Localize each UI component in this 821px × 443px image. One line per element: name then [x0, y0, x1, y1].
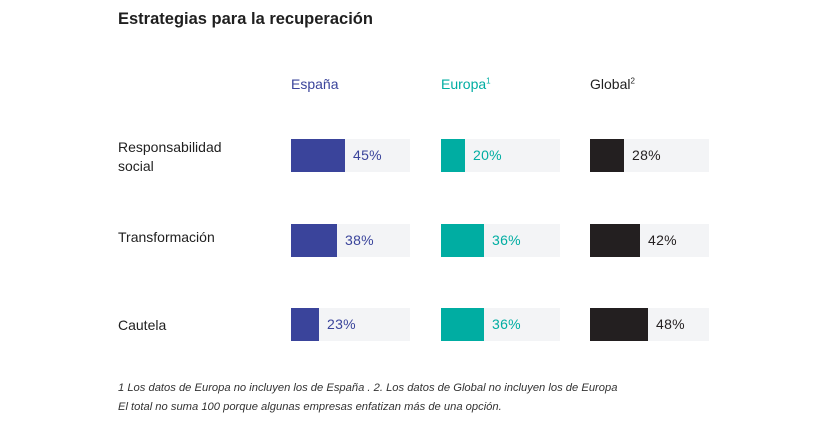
chart-title: Estrategias para la recuperación — [118, 10, 373, 28]
data-label: 28% — [632, 147, 661, 163]
category-label-1: Transformación — [118, 229, 215, 245]
data-label: 20% — [473, 147, 502, 163]
bar-track: 23% — [291, 308, 410, 341]
bar-0-2 — [291, 308, 319, 341]
bar-1-2 — [441, 308, 484, 341]
series-footnote-mark: 2 — [630, 76, 635, 86]
series-name: Europa — [441, 76, 487, 92]
data-label: 23% — [327, 316, 356, 332]
bar-2-2 — [590, 308, 648, 341]
category-label-0: Responsabilidad social — [118, 139, 222, 174]
bar-track: 42% — [590, 224, 709, 257]
bar-1-0 — [441, 139, 465, 172]
bar-track: 28% — [590, 139, 709, 172]
footnote-2: El total no suma 100 porque algunas empr… — [118, 401, 502, 413]
data-label: 45% — [353, 147, 382, 163]
bar-track: 20% — [441, 139, 560, 172]
series-name: España — [291, 76, 339, 92]
data-label: 36% — [492, 316, 521, 332]
data-label: 36% — [492, 232, 521, 248]
category-label-2: Cautela — [118, 317, 167, 333]
series-footnote-mark: 1 — [486, 76, 491, 86]
data-label: 42% — [648, 232, 677, 248]
series-name: Global — [590, 76, 631, 92]
bar-track: 45% — [291, 139, 410, 172]
bar-1-1 — [441, 224, 484, 257]
bar-track: 48% — [590, 308, 709, 341]
bar-track: 36% — [441, 308, 560, 341]
bar-2-1 — [590, 224, 640, 257]
bar-track: 36% — [441, 224, 560, 257]
bar-track: 38% — [291, 224, 410, 257]
bar-2-0 — [590, 139, 624, 172]
data-label: 48% — [656, 316, 685, 332]
bar-0-0 — [291, 139, 345, 172]
footnote-1: 1 Los datos de Europa no incluyen los de… — [118, 382, 618, 394]
series-header-1: Europa1 — [441, 76, 491, 92]
series-header-0: España — [291, 76, 338, 92]
bar-0-1 — [291, 224, 337, 257]
data-label: 38% — [345, 232, 374, 248]
series-header-2: Global2 — [590, 76, 635, 92]
